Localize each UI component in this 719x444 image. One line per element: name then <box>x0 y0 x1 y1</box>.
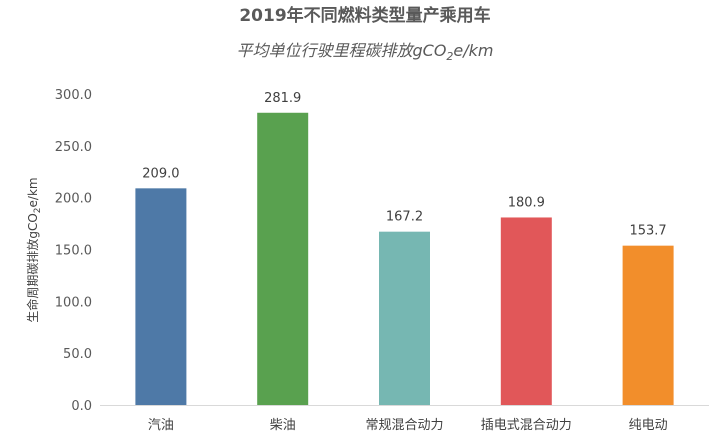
bar <box>379 231 430 405</box>
data-label: 153.7 <box>629 224 666 239</box>
bar <box>135 188 187 405</box>
data-label: 167.2 <box>386 210 423 225</box>
y-tick-label: 100.0 <box>55 295 92 310</box>
bar <box>257 112 309 405</box>
y-tick-label: 250.0 <box>55 140 92 155</box>
data-label: 281.9 <box>264 91 301 106</box>
y-tick-label: 50.0 <box>63 347 92 362</box>
chart-subtitle: 平均单位行驶里程碳排放gCO2e/km <box>236 41 493 63</box>
y-tick-label: 200.0 <box>55 192 92 207</box>
y-axis-label: 生命周期碳排放gCO2e/km <box>25 177 43 322</box>
y-tick-label: 0.0 <box>71 399 92 414</box>
bar <box>500 217 552 405</box>
x-tick-label: 插电式混合动力 <box>481 418 572 433</box>
x-tick-label: 常规混合动力 <box>365 418 443 433</box>
x-tick-label: 纯电动 <box>629 418 668 433</box>
y-tick-label: 300.0 <box>55 88 92 103</box>
bar <box>622 245 674 405</box>
data-label: 180.9 <box>508 195 545 210</box>
x-tick-label: 汽油 <box>148 418 174 433</box>
chart-title: 2019年不同燃料类型量产乘用车 <box>239 5 490 26</box>
data-label: 209.0 <box>142 166 179 181</box>
y-tick-label: 150.0 <box>55 244 92 259</box>
x-tick-label: 柴油 <box>270 418 296 433</box>
